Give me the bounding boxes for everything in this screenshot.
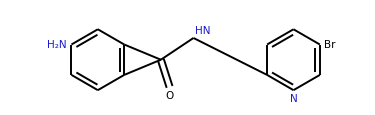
Text: H₂N: H₂N: [48, 40, 67, 50]
Text: HN: HN: [195, 26, 210, 35]
Text: O: O: [165, 90, 174, 100]
Text: N: N: [290, 94, 297, 104]
Text: Br: Br: [324, 40, 336, 50]
